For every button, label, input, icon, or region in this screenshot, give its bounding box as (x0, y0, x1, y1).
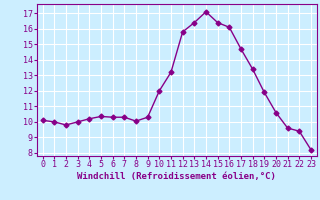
X-axis label: Windchill (Refroidissement éolien,°C): Windchill (Refroidissement éolien,°C) (77, 172, 276, 181)
